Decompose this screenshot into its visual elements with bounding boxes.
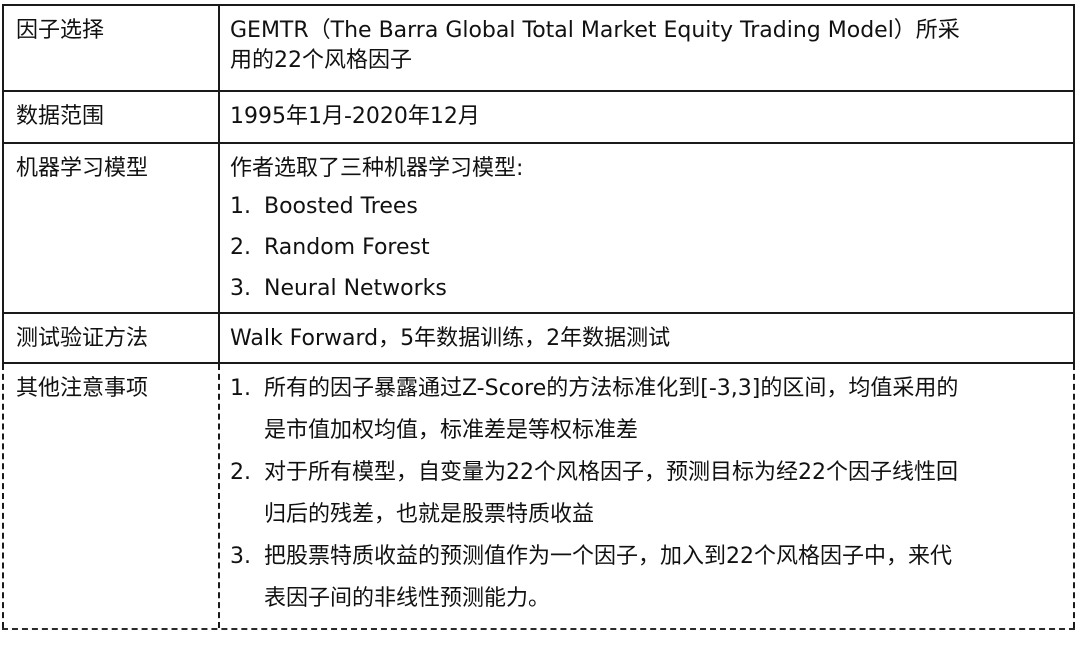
row-content: 1. 所有的因子暴露通过Z-Score的方法标准化到[-3,3]的区间，均值采用…	[220, 364, 1075, 628]
row-label: 数据范围	[2, 92, 220, 142]
notes-list: 1. 所有的因子暴露通过Z-Score的方法标准化到[-3,3]的区间，均值采用…	[230, 374, 1061, 614]
list-text: Boosted Trees	[264, 194, 418, 219]
list-item: 3. Neural Networks	[230, 274, 1061, 304]
row-ml-models: 机器学习模型 作者选取了三种机器学习模型: 1. Boosted Trees 2…	[2, 144, 1075, 314]
list-item: 1. 所有的因子暴露通过Z-Score的方法标准化到[-3,3]的区间，均值采用…	[230, 374, 1061, 446]
row-content: Walk Forward，5年数据训练，2年数据测试	[220, 314, 1075, 362]
row-label: 测试验证方法	[2, 314, 220, 362]
list-text: Neural Networks	[264, 276, 447, 301]
info-table: 因子选择 GEMTR（The Barra Global Total Market…	[2, 4, 1075, 630]
row-label: 其他注意事项	[2, 364, 220, 628]
model-list: 1. Boosted Trees 2. Random Forest 3. Neu…	[230, 192, 1061, 304]
list-text-line: 把股票特质收益的预测值作为一个因子，加入到22个风格因子中，来代	[264, 544, 952, 569]
list-text: 所有的因子暴露通过Z-Score的方法标准化到[-3,3]的区间，均值采用的 是…	[264, 374, 1061, 446]
list-text-line: 是市值加权均值，标准差是等权标准差	[264, 418, 639, 443]
row-content: GEMTR（The Barra Global Total Market Equi…	[220, 6, 1075, 90]
row-data-range: 数据范围 1995年1月-2020年12月	[2, 92, 1075, 144]
row-other-notes: 其他注意事项 1. 所有的因子暴露通过Z-Score的方法标准化到[-3,3]的…	[2, 364, 1075, 630]
list-item: 3. 把股票特质收益的预测值作为一个因子，加入到22个风格因子中，来代 表因子间…	[230, 542, 1061, 614]
list-text-line: 对于所有模型，自变量为22个风格因子，预测目标为经22个因子线性回	[264, 460, 958, 485]
list-number: 1.	[230, 194, 251, 219]
list-number: 2.	[230, 235, 251, 260]
list-text-line: 所有的因子暴露通过Z-Score的方法标准化到[-3,3]的区间，均值采用的	[264, 376, 959, 401]
content-line: 用的22个风格因子	[230, 48, 412, 73]
list-number: 3.	[230, 276, 251, 301]
row-content: 1995年1月-2020年12月	[220, 92, 1075, 142]
content-intro: 作者选取了三种机器学习模型:	[230, 156, 524, 181]
row-validation-method: 测试验证方法 Walk Forward，5年数据训练，2年数据测试	[2, 314, 1075, 364]
list-text-line: 表因子间的非线性预测能力。	[264, 586, 551, 611]
row-label: 因子选择	[2, 6, 220, 90]
list-number: 1.	[230, 376, 251, 401]
content-line: GEMTR（The Barra Global Total Market Equi…	[230, 18, 960, 43]
row-label: 机器学习模型	[2, 144, 220, 312]
list-item: 2. 对于所有模型，自变量为22个风格因子，预测目标为经22个因子线性回 归后的…	[230, 458, 1061, 530]
list-text-line: 归后的残差，也就是股票特质收益	[264, 502, 595, 527]
row-factor-selection: 因子选择 GEMTR（The Barra Global Total Market…	[2, 6, 1075, 92]
row-content: 作者选取了三种机器学习模型: 1. Boosted Trees 2. Rando…	[220, 144, 1075, 312]
list-number: 2.	[230, 460, 251, 485]
list-item: 1. Boosted Trees	[230, 192, 1061, 222]
list-item: 2. Random Forest	[230, 233, 1061, 263]
list-number: 3.	[230, 544, 251, 569]
list-text: Random Forest	[264, 235, 430, 260]
list-text: 把股票特质收益的预测值作为一个因子，加入到22个风格因子中，来代 表因子间的非线…	[264, 542, 1061, 614]
list-text: 对于所有模型，自变量为22个风格因子，预测目标为经22个因子线性回 归后的残差，…	[264, 458, 1061, 530]
